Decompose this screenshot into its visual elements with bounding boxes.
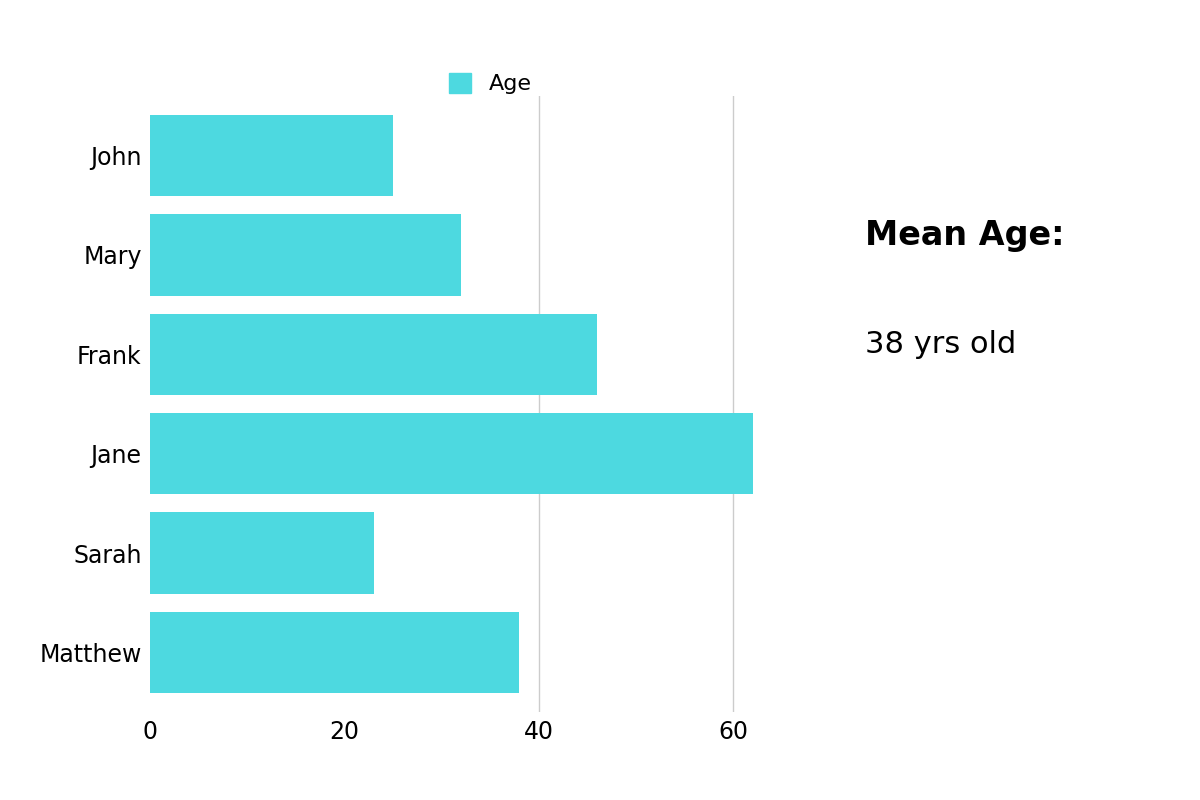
Bar — [150, 612, 520, 693]
Text: 38 yrs old: 38 yrs old — [864, 330, 1015, 359]
Bar — [150, 115, 394, 196]
Legend: Age: Age — [440, 64, 541, 103]
Bar — [150, 214, 461, 296]
Bar — [150, 314, 598, 395]
Text: Mean Age:: Mean Age: — [864, 219, 1064, 252]
Bar — [150, 512, 373, 594]
Bar — [150, 413, 752, 494]
